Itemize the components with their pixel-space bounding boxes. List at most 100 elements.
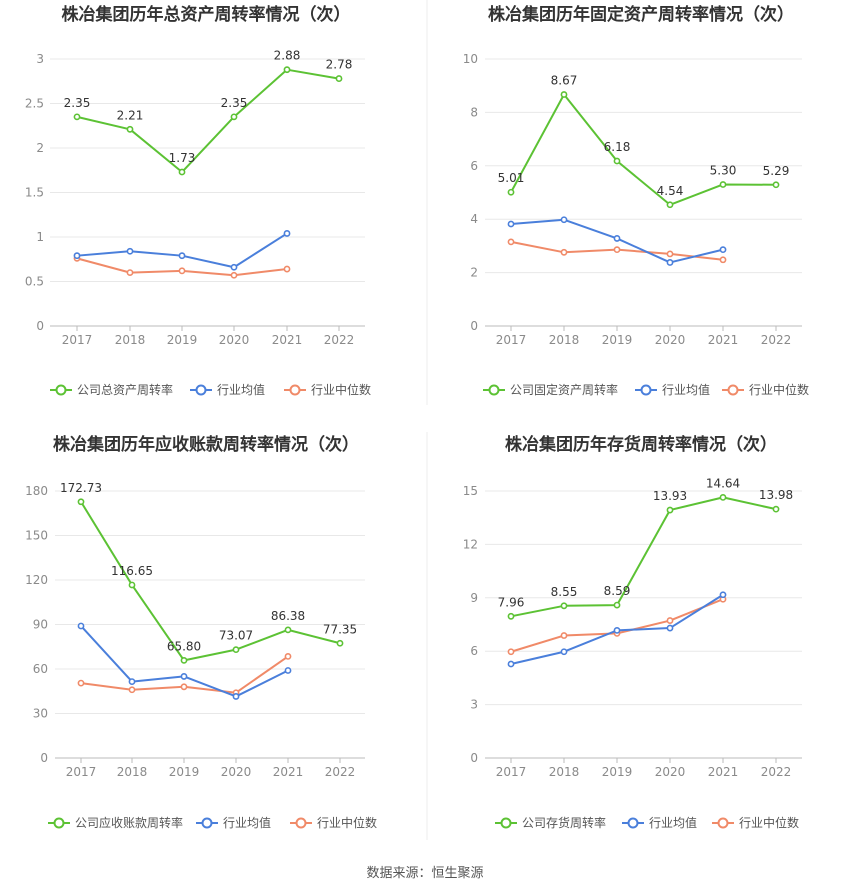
legend-item-2[interactable]: 行业均值 bbox=[622, 815, 697, 830]
series-point-2 bbox=[77, 622, 85, 630]
legend-marker-icon bbox=[488, 384, 500, 396]
y-tick-label: 2 bbox=[36, 141, 44, 155]
series-point-2 bbox=[180, 673, 188, 680]
legend-label: 行业中位数 bbox=[317, 815, 377, 830]
legend-marker-icon bbox=[195, 384, 207, 396]
x-tick-label: 2021 bbox=[708, 333, 739, 347]
series-point-3 bbox=[507, 648, 515, 656]
legend-item-3[interactable]: 行业中位数 bbox=[290, 815, 377, 830]
data-label: 8.67 bbox=[551, 74, 578, 88]
series-point-1 bbox=[613, 157, 621, 165]
series-line-2 bbox=[76, 232, 288, 269]
series-point-3 bbox=[560, 632, 568, 639]
legend-item-2[interactable]: 行业均值 bbox=[190, 382, 265, 397]
x-tick-label: 2022 bbox=[761, 333, 792, 347]
data-label: 14.64 bbox=[706, 476, 740, 490]
data-label: 8.55 bbox=[551, 585, 578, 599]
data-label: 13.93 bbox=[653, 489, 687, 503]
x-tick-label: 2019 bbox=[602, 333, 633, 347]
series-point-1 bbox=[507, 612, 515, 620]
x-tick-label: 2018 bbox=[117, 765, 148, 779]
legend-item-3[interactable]: 行业中位数 bbox=[722, 382, 809, 397]
series-line-1 bbox=[510, 93, 777, 206]
legend-item-1[interactable]: 公司应收账款周转率 bbox=[48, 815, 183, 830]
legend-item-1[interactable]: 公司总资产周转率 bbox=[50, 382, 173, 397]
x-tick-label: 2022 bbox=[325, 765, 356, 779]
data-label: 86.38 bbox=[271, 609, 305, 623]
x-tick-label: 2019 bbox=[602, 765, 633, 779]
data-label: 77.35 bbox=[323, 622, 357, 636]
legend-label: 公司总资产周转率 bbox=[77, 382, 173, 397]
legend-item-2[interactable]: 行业均值 bbox=[196, 815, 271, 830]
x-tick-label: 2022 bbox=[324, 333, 355, 347]
series-point-1 bbox=[232, 646, 240, 654]
legend-item-1[interactable]: 公司存货周转率 bbox=[495, 815, 606, 830]
data-label: 5.29 bbox=[763, 164, 790, 178]
series-point-2 bbox=[560, 648, 568, 656]
y-tick-label: 1.5 bbox=[25, 186, 44, 200]
chart-2: 株冶集团历年固定资产周转率情况（次） 0 2 4 6 8 10 2017 2018 2019 202… bbox=[463, 4, 809, 397]
series-point-1 bbox=[336, 639, 344, 647]
x-tick-label: 2021 bbox=[708, 765, 739, 779]
series-point-1 bbox=[772, 505, 780, 513]
series-point-1 bbox=[180, 656, 188, 664]
series-point-1 bbox=[335, 75, 343, 82]
legend-marker-icon bbox=[500, 817, 512, 829]
legend-marker-icon bbox=[295, 817, 307, 829]
legend-label: 行业均值 bbox=[649, 815, 697, 830]
data-label: 1.73 bbox=[169, 151, 196, 165]
y-tick-label: 150 bbox=[25, 529, 48, 543]
y-tick-label: 2 bbox=[470, 266, 478, 280]
y-tick-label: 15 bbox=[463, 484, 478, 498]
data-label: 172.73 bbox=[60, 481, 102, 495]
chart-title: 株冶集团历年存货周转率情况（次） bbox=[505, 434, 777, 455]
series-point-2 bbox=[126, 247, 134, 255]
y-tick-label: 0 bbox=[470, 319, 478, 333]
series-point-1 bbox=[719, 494, 727, 501]
x-tick-label: 2017 bbox=[62, 333, 93, 347]
series-point-2 bbox=[719, 246, 727, 254]
series-point-2 bbox=[283, 230, 291, 237]
legend-item-2[interactable]: 行业均值 bbox=[635, 382, 710, 397]
legend-label: 行业中位数 bbox=[739, 815, 799, 830]
series-point-2 bbox=[719, 591, 727, 599]
x-tick-label: 2020 bbox=[221, 765, 252, 779]
x-tick-label: 2021 bbox=[272, 333, 303, 347]
series-point-1 bbox=[230, 113, 238, 121]
legend-item-3[interactable]: 行业中位数 bbox=[712, 815, 799, 830]
series-point-1 bbox=[666, 506, 674, 514]
data-label: 8.59 bbox=[604, 584, 631, 598]
series-point-1 bbox=[128, 581, 136, 589]
data-label: 6.18 bbox=[604, 140, 631, 154]
y-tick-label: 6 bbox=[470, 644, 478, 658]
x-tick-label: 2020 bbox=[655, 333, 686, 347]
y-tick-label: 6 bbox=[470, 159, 478, 173]
series-point-2 bbox=[507, 660, 515, 668]
legend-item-3[interactable]: 行业中位数 bbox=[284, 382, 371, 397]
legend-label: 行业中位数 bbox=[311, 382, 371, 397]
series-point-1 bbox=[560, 91, 568, 98]
x-tick-label: 2022 bbox=[761, 765, 792, 779]
legend-marker-icon bbox=[640, 384, 652, 396]
legend-marker-icon bbox=[717, 817, 729, 829]
legend-marker-icon bbox=[201, 817, 213, 829]
x-tick-label: 2017 bbox=[496, 333, 527, 347]
series-point-3 bbox=[128, 686, 136, 694]
legend-item-1[interactable]: 公司固定资产周转率 bbox=[483, 382, 618, 397]
data-label: 73.07 bbox=[219, 629, 253, 643]
chart-4: 株冶集团历年存货周转率情况（次） 0 3 6 9 12 15 2017 2018 2019 2020… bbox=[463, 434, 802, 830]
y-tick-label: 30 bbox=[33, 707, 48, 721]
x-tick-label: 2020 bbox=[655, 765, 686, 779]
x-tick-label: 2019 bbox=[167, 333, 198, 347]
data-label: 2.35 bbox=[221, 96, 248, 110]
y-tick-label: 90 bbox=[33, 618, 48, 632]
x-tick-label: 2020 bbox=[219, 333, 250, 347]
series-point-2 bbox=[178, 252, 186, 260]
series-point-2 bbox=[507, 220, 515, 228]
x-tick-label: 2019 bbox=[169, 765, 200, 779]
series-line-1 bbox=[80, 501, 341, 662]
data-label: 4.54 bbox=[657, 184, 684, 198]
series-point-3 bbox=[126, 269, 134, 276]
data-source-note: 数据来源：恒生聚源 bbox=[366, 866, 484, 881]
y-tick-label: 0 bbox=[36, 319, 44, 333]
